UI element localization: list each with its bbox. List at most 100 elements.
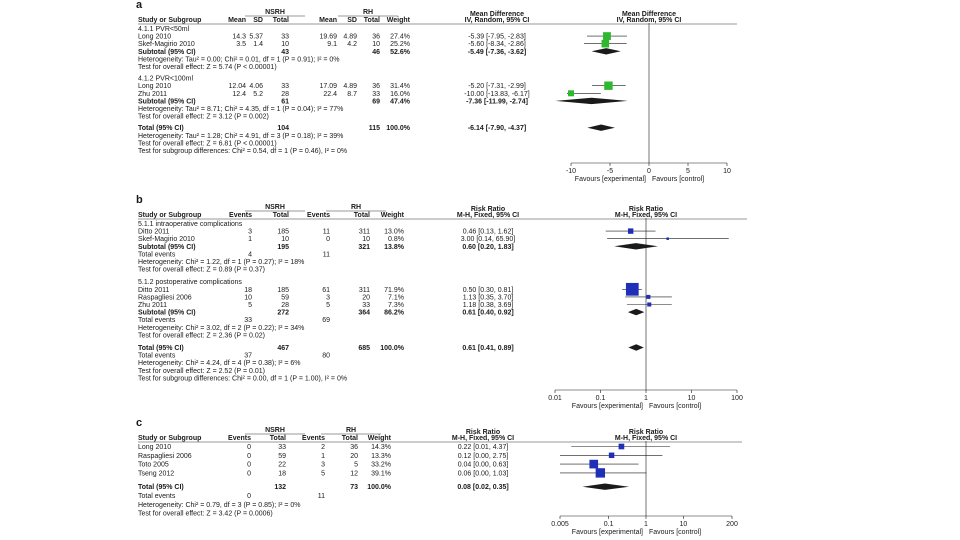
overall-weight: 100.0% (380, 345, 405, 352)
subtotal-label: Subtotal (95% CI) (138, 98, 196, 105)
study-value: 10 (362, 236, 370, 243)
group2-header: RH (351, 204, 361, 211)
subgroup-title: 4.1.1 PVR<50ml (138, 26, 190, 33)
x-tick-label: 100 (731, 395, 743, 402)
subtotal-label: Subtotal (95% CI) (138, 244, 196, 251)
favours-right: Favours [control] (649, 403, 701, 410)
study-value: 33 (281, 83, 289, 90)
total-events-2: 69 (322, 317, 330, 324)
x-tick-label: 1 (644, 395, 648, 402)
study-marker (589, 459, 599, 469)
group1-header: NSRH (265, 9, 285, 16)
study-marker (625, 282, 639, 296)
x-tick-label: -10 (566, 168, 576, 175)
study-value: 33 (281, 34, 289, 41)
study-name: Ditto 2011 (138, 287, 169, 294)
overall-total1: 132 (274, 484, 286, 491)
study-value: 4.06 (249, 83, 263, 90)
study-value: 1 (248, 236, 252, 243)
study-ci: 1.13 [0.35, 3.70] (463, 294, 514, 301)
study-value: 5 (248, 302, 252, 309)
study-value: 7.3% (388, 302, 404, 309)
x-tick-label: -5 (607, 168, 613, 175)
col-header: Weight (381, 212, 405, 219)
effect-title: Mean Difference (470, 11, 524, 18)
favours-left: Favours [experimental] (575, 176, 646, 183)
stat-note: Test for overall effect: Z = 3.42 (P = 0… (138, 511, 273, 518)
overall-ci: 0.61 [0.41, 0.89] (462, 345, 513, 352)
subtotal-label: Subtotal (95% CI) (138, 310, 196, 317)
subtotal-ci: 0.61 [0.40, 0.92] (462, 310, 513, 317)
study-value: 5.2 (253, 91, 263, 98)
study-value: 5 (354, 462, 358, 469)
study-value: 3.5 (236, 41, 246, 48)
total-events-2: 11 (323, 251, 330, 258)
study-name: Zhu 2011 (138, 302, 167, 309)
subtotal-ci: 0.60 [0.20, 1.83] (462, 244, 513, 251)
study-value: 0.8% (388, 236, 404, 243)
study-marker (603, 32, 611, 41)
study-value: 22.4 (323, 91, 337, 98)
study-marker (647, 302, 652, 307)
x-tick-label: 10 (723, 168, 731, 175)
study-value: 36 (350, 444, 358, 451)
plot-method: M-H, Fixed, 95% CI (615, 212, 677, 219)
stat-note: Heterogeneity: Chi² = 1.22, df = 1 (P = … (138, 259, 304, 266)
study-value: 4.89 (343, 83, 357, 90)
study-ci: 0.12 [0.00, 2.75] (458, 453, 509, 460)
group2-header: RH (346, 427, 356, 434)
group1-header: NSRH (265, 204, 285, 211)
study-value: 2 (321, 444, 325, 451)
col-header: Events (229, 212, 252, 219)
study-value: 19.69 (319, 34, 337, 41)
x-tick-label: 0.1 (604, 521, 614, 528)
plot-title: Risk Ratio (629, 429, 663, 436)
study-value: 13.0% (384, 229, 404, 236)
stat-note: Test for overall effect: Z = 5.74 (P < 0… (138, 64, 277, 71)
plot-title: Risk Ratio (629, 206, 663, 213)
study-value: 311 (359, 287, 370, 294)
col-header: Weight (368, 435, 392, 442)
col-study-header: Study or Subgroup (138, 212, 201, 219)
effect-title: Risk Ratio (471, 206, 505, 213)
x-tick-label: 0.01 (548, 395, 562, 402)
effect-method: M-H, Fixed, 95% CI (457, 212, 519, 219)
subtotal-weight: 86.2% (384, 310, 405, 317)
col-header: Total (273, 17, 289, 24)
study-name: Skef-Magirio 2010 (138, 41, 195, 48)
favours-left: Favours [experimental] (572, 403, 643, 410)
overall-diamond (587, 124, 615, 131)
stat-note: Heterogeneity: Chi² = 4.24, df = 4 (P = … (138, 360, 301, 367)
study-value: 18 (278, 470, 286, 477)
study-marker (666, 237, 669, 240)
col-header: SD (253, 17, 263, 24)
study-value: 36 (372, 34, 380, 41)
col-header: Events (307, 212, 330, 219)
stat-note: Test for subgroup differences: Chi² = 0.… (138, 375, 347, 382)
stat-note: Test for overall effect: Z = 2.52 (P = 0… (138, 368, 265, 375)
study-value: 5 (326, 302, 330, 309)
study-value: 12 (350, 470, 358, 477)
study-value: 12.04 (228, 83, 246, 90)
x-tick-label: 0.005 (551, 521, 569, 528)
study-value: 17.09 (319, 83, 337, 90)
overall-total2: 73 (350, 484, 358, 491)
favours-right: Favours [control] (649, 529, 701, 536)
study-value: 3 (321, 462, 325, 469)
study-value: 10 (281, 236, 289, 243)
study-value: 311 (359, 229, 370, 236)
effect-title: Risk Ratio (466, 429, 500, 436)
overall-label: Total (95% CI) (138, 125, 184, 132)
study-ci: 1.18 [0.38, 3.69] (463, 302, 514, 309)
subtotal-diamond (627, 308, 645, 316)
overall-diamond (628, 344, 644, 351)
study-value: 0 (247, 462, 251, 469)
subtotal-total1: 43 (281, 49, 289, 56)
col-header: Total (364, 17, 380, 24)
plot-title: Mean Difference (622, 11, 676, 18)
study-value: 10 (244, 294, 252, 301)
overall-label: Total (95% CI) (138, 345, 184, 352)
study-value: 11 (323, 229, 330, 236)
study-value: 36 (372, 83, 380, 90)
